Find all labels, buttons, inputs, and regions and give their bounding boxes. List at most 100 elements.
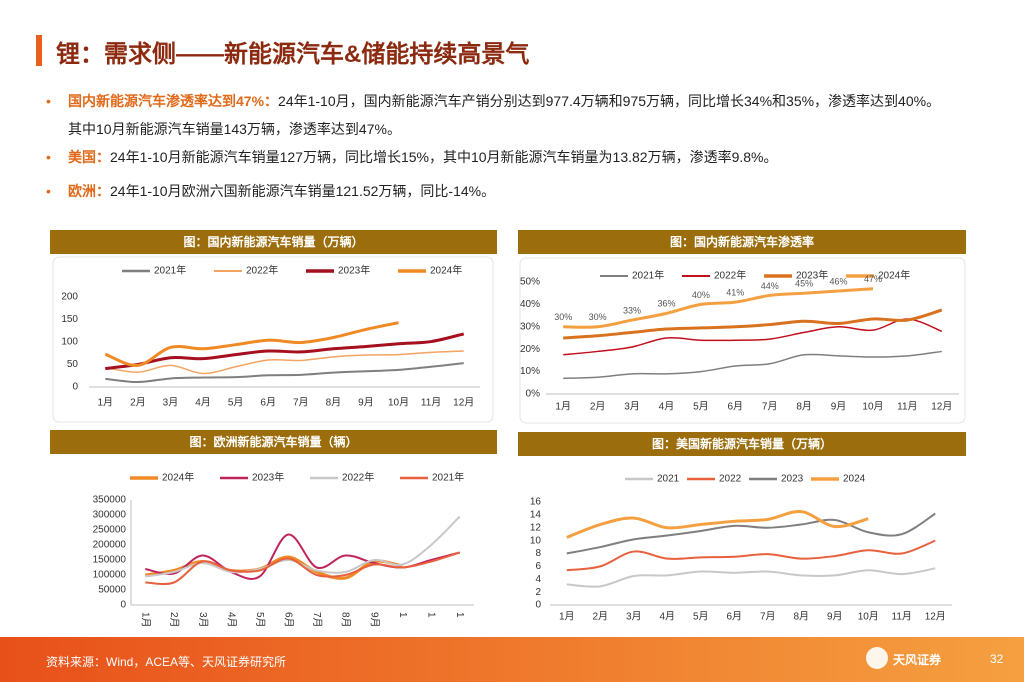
series-line <box>105 350 464 375</box>
bullet-text: 24年1-10月新能源汽车销量127万辆，同比增长15%，其中10月新能源汽车销… <box>110 149 778 165</box>
y-tick-label: 14 <box>530 510 542 521</box>
series-line <box>563 308 943 340</box>
x-tick-label: 7月 <box>293 397 309 409</box>
x-tick-label: 11月 <box>421 397 441 409</box>
y-tick-label: 350000 <box>93 495 127 506</box>
y-tick-label: 40% <box>520 299 540 310</box>
legend-label: 2024年 <box>430 264 462 277</box>
x-tick-label: 3月 <box>197 612 209 628</box>
x-tick-label: 6月 <box>726 611 742 623</box>
x-tick-label: 9月 <box>358 397 374 409</box>
y-tick-label: 10% <box>520 366 540 377</box>
y-tick-label: 8 <box>535 548 541 559</box>
legend-label: 2022 <box>719 474 742 485</box>
x-tick-label: 8月 <box>796 401 812 413</box>
legend-label: 2023 <box>781 474 804 485</box>
series-line <box>563 287 874 329</box>
y-tick-label: 150000 <box>93 555 127 566</box>
x-tick-label: 1月 <box>555 401 571 413</box>
x-tick-label: 3月 <box>626 611 642 623</box>
x-tick-label: 10月 <box>858 611 879 623</box>
bullet-text: 24年1-10月欧洲六国新能源汽车销量121.52万辆，同比-14%。 <box>110 183 496 199</box>
x-tick-label: 5月 <box>693 401 709 413</box>
x-tick-label: 3月 <box>163 397 179 409</box>
data-label: 36% <box>657 299 675 309</box>
x-tick-label: 1月 <box>559 611 575 623</box>
legend-label: 2023年 <box>796 269 828 282</box>
y-tick-label: 16 <box>530 497 542 508</box>
legend-label: 2024 <box>843 474 866 485</box>
series-line <box>563 318 943 356</box>
series-line <box>145 551 461 586</box>
x-tick-label: 12月 <box>931 401 952 413</box>
chart-title-bar <box>50 230 497 254</box>
legend-label: 2021年 <box>154 264 186 277</box>
chart-title-bar <box>50 430 497 454</box>
data-label: 44% <box>761 281 779 291</box>
source: 资料来源：Wind，ACEA等、天风证券研究所 <box>46 655 287 669</box>
chart-title-bar <box>518 230 966 254</box>
x-tick-label: 8月 <box>340 612 352 628</box>
data-label: 45% <box>795 279 813 289</box>
y-tick-label: 10 <box>530 535 542 546</box>
x-tick-label: 11月 <box>897 401 917 413</box>
legend-label: 2022年 <box>342 471 374 484</box>
series-line <box>104 321 399 367</box>
x-tick-label: 4月 <box>195 397 211 409</box>
bullet: • 国内新能源汽车渗透率达到47%：24年1-10月，国内新能源汽车产销分别达到9… <box>46 93 941 137</box>
y-tick-label: 50000 <box>98 585 126 596</box>
chart-frame <box>519 257 966 424</box>
y-tick-label: 0% <box>526 389 541 400</box>
x-tick-label: 11月 <box>892 611 912 623</box>
y-tick-label: 100 <box>61 337 78 348</box>
x-tick-label: 2月 <box>592 611 608 623</box>
chart-title-bar <box>518 432 966 456</box>
data-label: 33% <box>623 305 641 315</box>
x-tick-label: 1月 <box>140 612 152 628</box>
y-tick-label: 250000 <box>93 525 127 536</box>
page-number: 32 <box>990 652 1004 666</box>
y-tick-label: 0 <box>120 600 126 611</box>
footer: 资料来源：Wind，ACEA等、天风证券研究所 天风证券 32 <box>0 637 1024 682</box>
x-tick-label: 12月 <box>925 611 946 623</box>
x-tick-label: 10月 <box>862 401 883 413</box>
y-tick-label: 30% <box>520 321 540 332</box>
logo-text: 天风证券 <box>893 653 942 667</box>
x-tick-label: 2月 <box>590 401 606 413</box>
legend-label: 2023年 <box>338 264 370 277</box>
chart-title: 图：国内新能源汽车渗透率 <box>670 234 814 249</box>
data-label: 46% <box>830 276 848 286</box>
series-line <box>566 567 936 588</box>
chart-title: 图：美国新能源汽车销量（万辆） <box>652 436 832 451</box>
bullet-text: 24年1-10月，国内新能源汽车产销分别达到977.4万辆和975万辆，同比增长… <box>68 93 941 137</box>
y-tick-label: 12 <box>530 522 542 533</box>
bullet-prefix: 国内新能源汽车渗透率达到47%： <box>68 93 279 109</box>
y-tick-label: 100000 <box>93 570 127 581</box>
x-tick-label: 6月 <box>283 612 295 628</box>
bullet: • 欧洲：24年1-10月欧洲六国新能源汽车销量121.52万辆，同比-14%。 <box>46 183 496 199</box>
chart-title: 图：欧洲新能源汽车销量（辆） <box>189 434 357 449</box>
y-tick-label: 20% <box>520 344 540 355</box>
series-line <box>566 510 869 539</box>
data-label: 47% <box>864 274 882 284</box>
x-tick-label: 3月 <box>624 401 640 413</box>
x-tick-label: 12月 <box>453 397 474 409</box>
y-tick-label: 6 <box>535 561 541 572</box>
logo-icon <box>866 647 888 669</box>
data-label: 30% <box>554 312 572 322</box>
x-tick-label: 7月 <box>762 401 778 413</box>
x-tick-label: 4月 <box>659 401 675 413</box>
y-tick-label: 200000 <box>93 540 127 551</box>
legend-label: 2024年 <box>162 471 194 484</box>
legend-label: 2024年 <box>878 269 910 282</box>
x-tick-label: 8月 <box>326 397 342 409</box>
x-tick-label: 4月 <box>659 611 675 623</box>
x-tick-label: 5月 <box>228 397 244 409</box>
y-tick-label: 2 <box>535 587 541 598</box>
legend-label: 2021 <box>657 474 680 485</box>
x-tick-label: 2月 <box>130 397 146 409</box>
chart-frame <box>52 256 494 423</box>
x-tick-label: 9月 <box>827 611 843 623</box>
title-accent <box>36 35 42 66</box>
